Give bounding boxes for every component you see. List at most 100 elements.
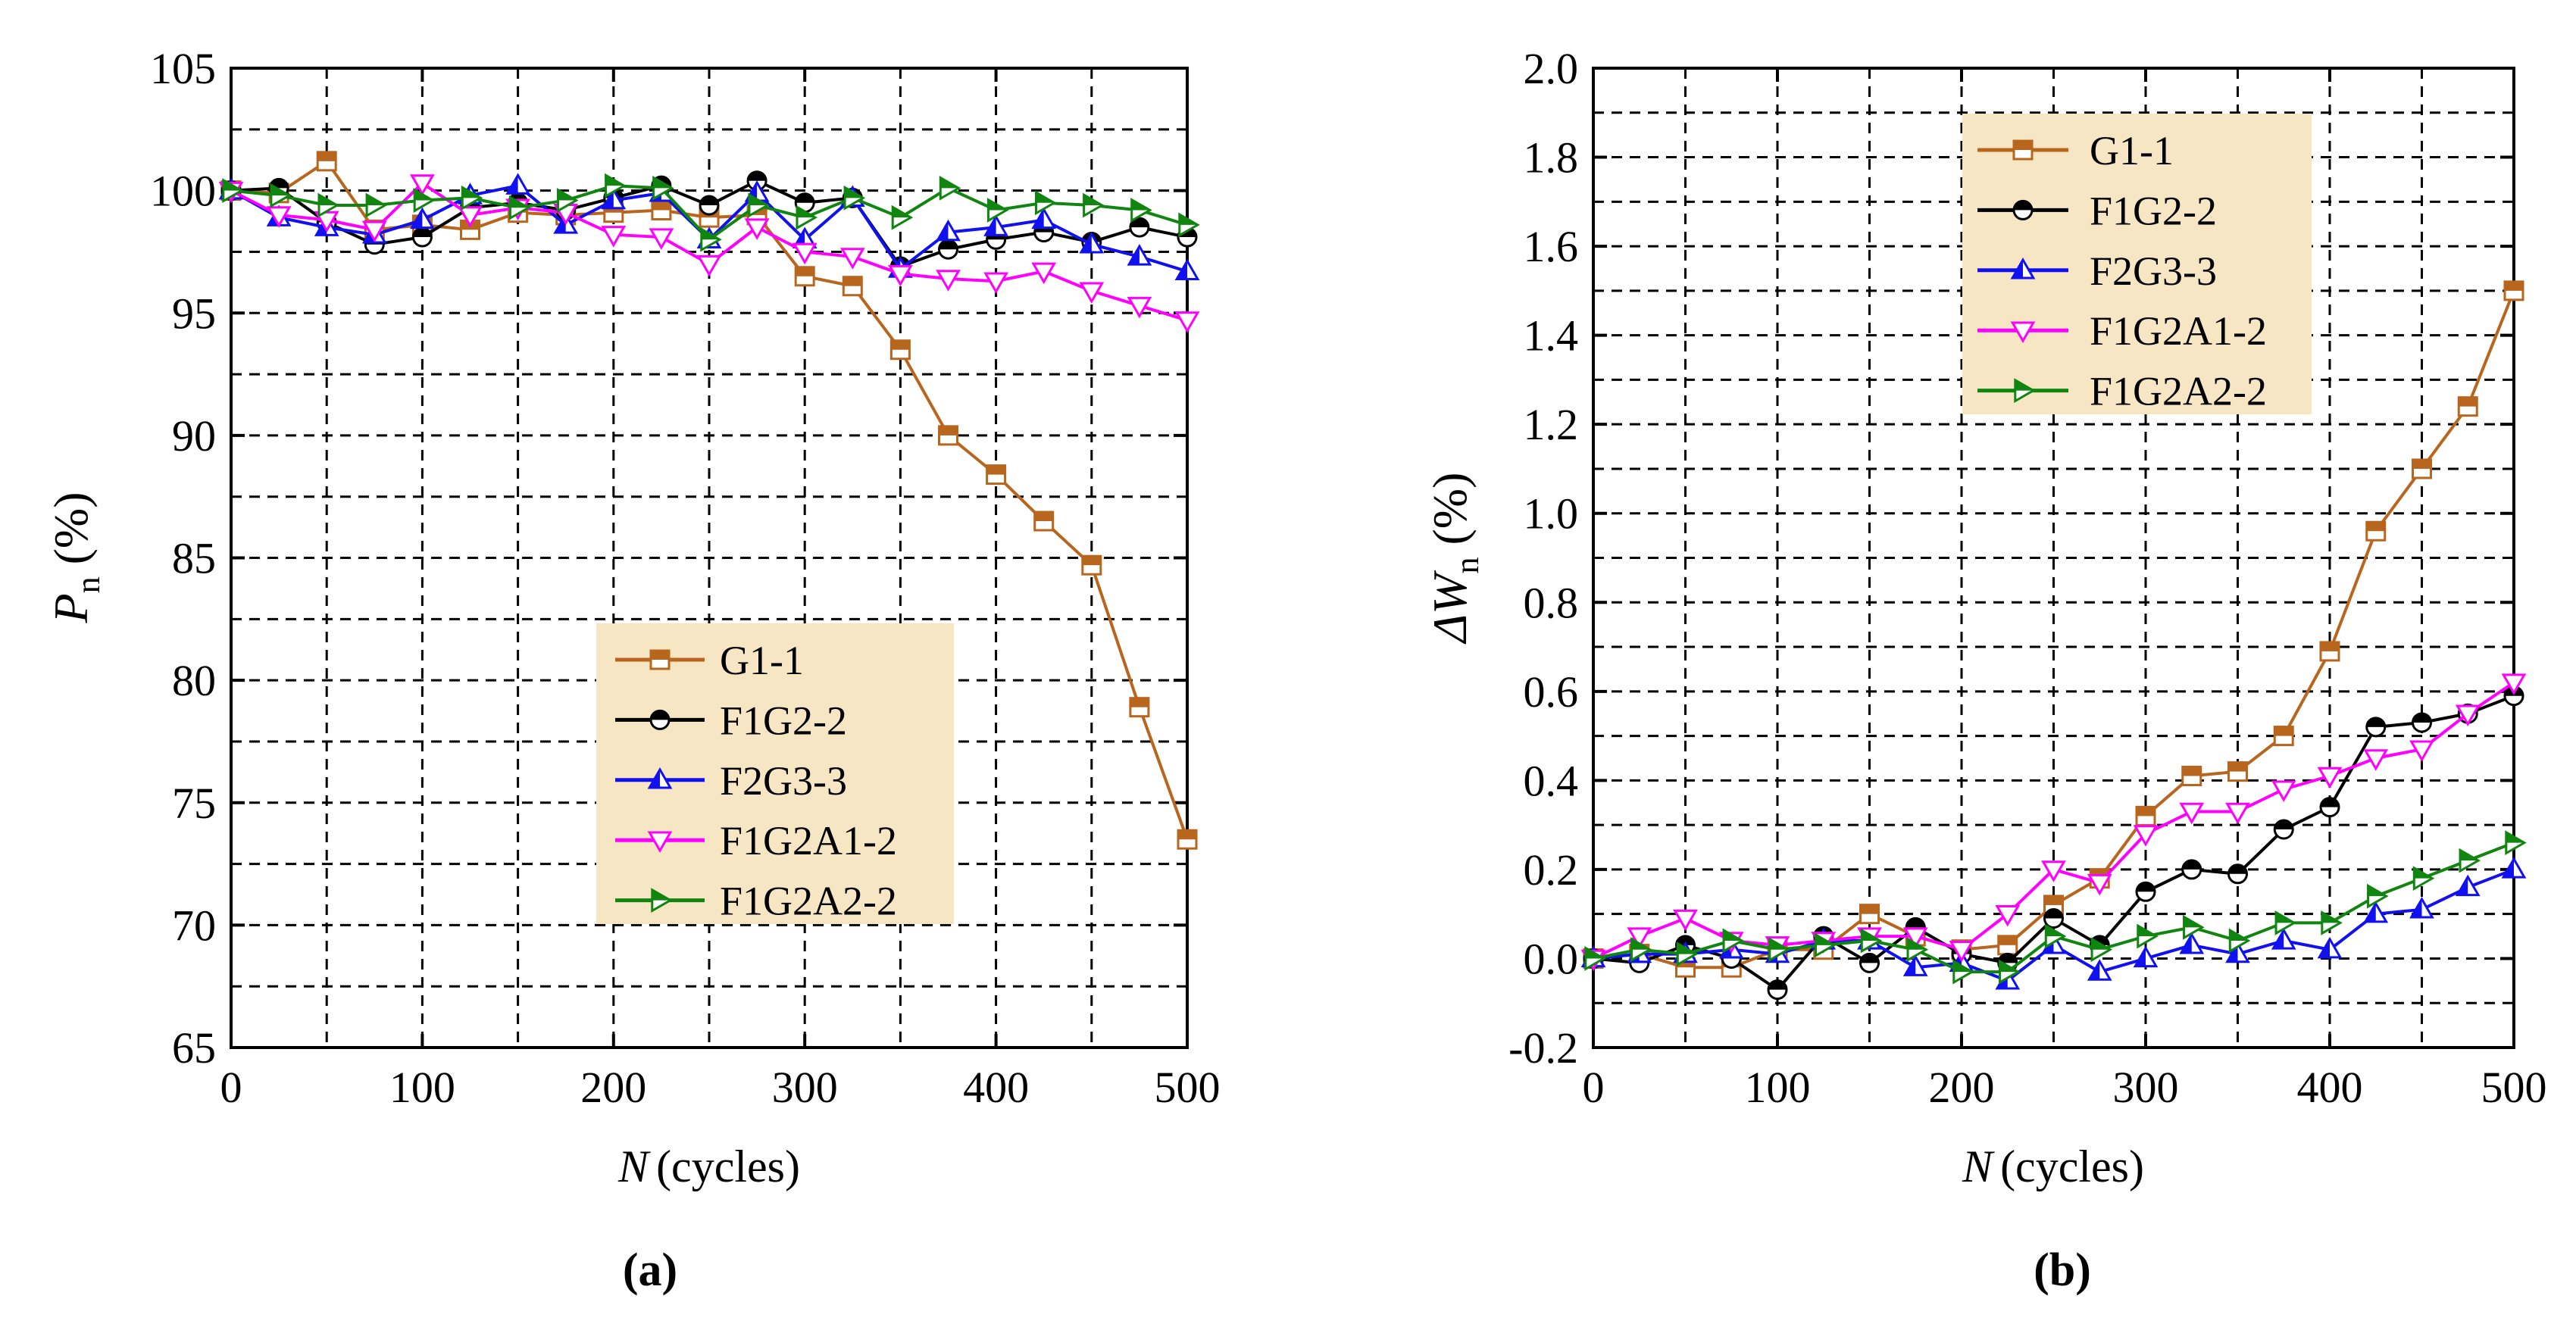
- data-point-F2G3-3: [936, 219, 961, 242]
- legend-marker: [2014, 378, 2036, 403]
- data-point-F1G2A2-2: [2228, 928, 2251, 954]
- data-point-F1G2A1-2: [2133, 825, 2159, 847]
- data-point-F1G2A2-2: [1860, 928, 1883, 954]
- legend-entry-F1G2-2: F1G2-2: [1977, 188, 2217, 233]
- data-point-G1-1: [938, 425, 958, 446]
- legend-marker: [647, 767, 673, 789]
- legend-label: F1G2-2: [720, 698, 847, 743]
- y-tick-label: 0.0: [1524, 934, 1579, 983]
- plot-frame-b: [1592, 67, 2515, 1049]
- data-point-F1G2A2-2: [1630, 937, 1652, 963]
- data-point-F1G2A2-2: [270, 183, 292, 208]
- legend-entry-G1-1: G1-1: [1977, 128, 2174, 173]
- x-axis-var-b: N: [1962, 1141, 1995, 1191]
- data-point-F1G2A1-2: [839, 248, 865, 270]
- data-point-F1G2A2-2: [2321, 910, 2343, 935]
- legend-marker: [2010, 257, 2036, 279]
- data-point-F1G2-2: [938, 239, 958, 260]
- y-tick-label: 95: [172, 289, 216, 338]
- data-point-F1G2A2-2: [2137, 923, 2159, 949]
- y-axis-unit-a: (%): [44, 492, 98, 564]
- legend-marker: [649, 649, 671, 670]
- y-tick-label: 1.6: [1524, 222, 1579, 271]
- data-point-F2G3-3: [1079, 231, 1105, 254]
- data-point-F1G2-2: [1859, 952, 1880, 973]
- data-point-F1G2A2-2: [1584, 946, 1606, 971]
- data-point-F1G2-2: [2319, 797, 2340, 818]
- y-tick-label: 0.2: [1524, 845, 1579, 895]
- data-point-F1G2A1-2: [2455, 704, 2481, 727]
- data-point-F1G2-2: [1767, 979, 1788, 1001]
- data-point-F1G2A1-2: [888, 264, 913, 287]
- data-point-F2G3-3: [2363, 901, 2389, 923]
- legend-entry-F2G3-3: F2G3-3: [1977, 248, 2217, 294]
- legend-marker: [649, 709, 671, 730]
- x-tick-label: 200: [580, 1063, 646, 1112]
- data-point-F1G2-2: [2365, 717, 2387, 738]
- data-point-F1G2A2-2: [1083, 192, 1105, 218]
- y-tick-label: 1.2: [1524, 400, 1579, 449]
- data-point-F1G2A1-2: [2225, 802, 2250, 825]
- series-group-a: [218, 151, 1200, 850]
- data-point-G1-1: [986, 464, 1007, 486]
- data-point-G1-1: [2319, 641, 2340, 662]
- legend-marker: [2010, 321, 2036, 344]
- data-point-F1G2A2-2: [413, 188, 436, 213]
- data-point-F1G2A1-2: [1995, 904, 2021, 927]
- x-axis-unit-a: (cycles): [656, 1141, 800, 1191]
- y-tick-label: 100: [150, 167, 216, 216]
- data-point-F1G2A1-2: [1673, 909, 1698, 932]
- legend-label: F1G2A1-2: [2090, 308, 2267, 354]
- data-point-F1G2A2-2: [652, 175, 674, 201]
- y-tick-label: -0.2: [1508, 1023, 1578, 1073]
- data-point-F1G2A2-2: [1035, 190, 1057, 216]
- data-point-F1G2A1-2: [361, 220, 387, 243]
- data-point-F1G2A1-2: [2317, 767, 2343, 789]
- data-point-F1G2A2-2: [2459, 848, 2481, 873]
- legend-entry-G1-1: G1-1: [615, 638, 804, 683]
- data-point-G1-1: [1081, 554, 1102, 576]
- y-tick-label: 85: [172, 534, 216, 583]
- x-tick-labels-b: 0 100 200 300 400 500: [1583, 1063, 2547, 1112]
- legend-box-a: [596, 623, 954, 924]
- data-point-F1G2A1-2: [266, 206, 292, 228]
- data-point-G1-1: [2503, 280, 2524, 301]
- data-point-F1G2-2: [2227, 863, 2248, 885]
- data-point-F1G2A1-2: [2087, 873, 2112, 896]
- data-point-F2G3-3: [2271, 928, 2296, 950]
- data-point-G1-1: [2227, 761, 2248, 782]
- data-point-F1G2A1-2: [936, 270, 961, 292]
- data-point-F1G2A1-2: [1031, 262, 1057, 285]
- legend-a: G1-1 F1G2-2 F2G3-3 F1G2A1-2 F1G2A2-2: [615, 638, 897, 924]
- legend-entry-F2G3-3: F2G3-3: [615, 758, 847, 804]
- y-axis-unit-b: (%): [1423, 473, 1477, 545]
- panel-label-a: (a): [623, 1244, 677, 1296]
- y-axis-label-a: Pn (%): [44, 492, 107, 623]
- data-point-F1G2A2-2: [557, 188, 579, 213]
- legend-marker: [2012, 199, 2034, 220]
- tick-marks-a: [230, 67, 1189, 1049]
- legend-entry-F1G2-2: F1G2-2: [615, 698, 847, 743]
- legend-marker: [647, 831, 673, 854]
- data-point-G1-1: [316, 151, 337, 172]
- data-point-F1G2A2-2: [1178, 212, 1200, 238]
- data-point-F2G3-3: [410, 207, 435, 230]
- y-tick-labels-a: 65 70 75 80 85 90 95 100 105: [150, 44, 216, 1073]
- legend-label: F2G3-3: [2090, 248, 2217, 294]
- legend-marker: [2012, 139, 2034, 161]
- data-point-F1G2A1-2: [792, 242, 818, 265]
- data-point-F1G2A2-2: [2412, 866, 2435, 892]
- data-point-F1G2-2: [411, 226, 433, 248]
- data-point-F1G2-2: [2273, 819, 2294, 840]
- data-point-F1G2A1-2: [2501, 673, 2527, 695]
- y-tick-label: 1.4: [1524, 311, 1579, 361]
- series-F1G2A1-2: [218, 174, 1200, 333]
- data-point-F1G2A1-2: [1949, 941, 1974, 963]
- data-point-F1G2A2-2: [2090, 937, 2113, 963]
- data-point-F2G3-3: [1902, 954, 1928, 976]
- x-tick-labels-a: 0 100 200 300 400 500: [220, 1063, 1221, 1112]
- legend-marker: [651, 888, 673, 913]
- legend-label: F2G3-3: [720, 758, 847, 804]
- data-point-F2G3-3: [2179, 932, 2205, 954]
- y-tick-label: 2.0: [1524, 44, 1579, 93]
